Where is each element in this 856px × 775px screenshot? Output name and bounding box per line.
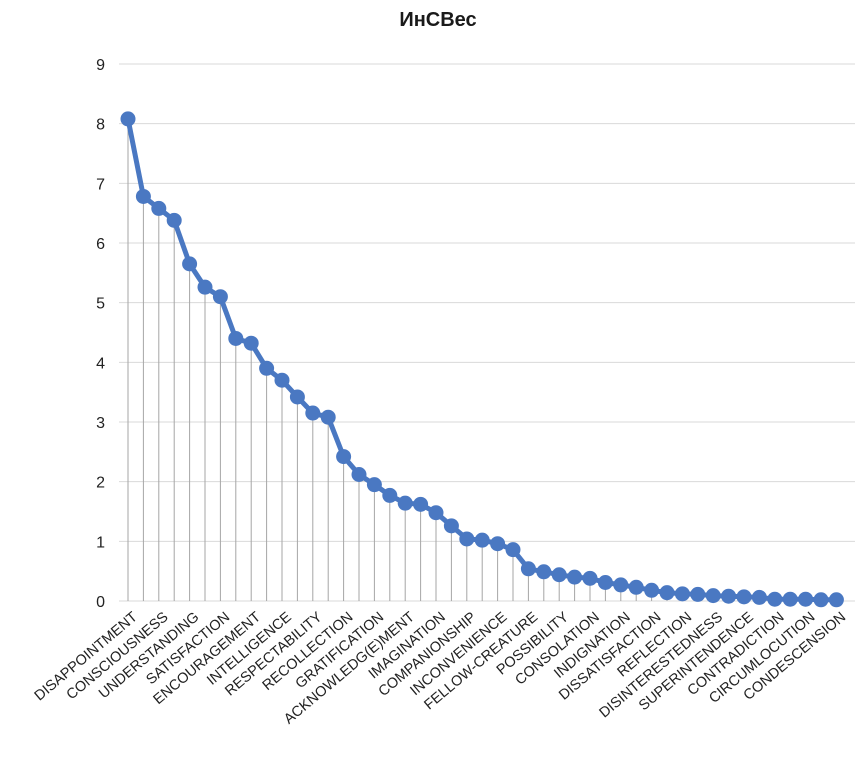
data-point — [135, 188, 151, 204]
data-point — [597, 575, 613, 591]
y-tick-label: 9 — [96, 57, 105, 74]
data-point — [582, 570, 598, 586]
data-point — [674, 586, 690, 602]
data-point — [490, 536, 506, 552]
series-line — [125, 116, 839, 603]
data-point — [567, 569, 583, 585]
y-tick-label: 4 — [96, 355, 105, 372]
y-tick-label: 3 — [96, 415, 105, 432]
data-point — [659, 585, 675, 601]
data-point — [289, 389, 305, 405]
data-point — [151, 200, 167, 216]
data-point — [413, 496, 429, 512]
data-point — [721, 588, 737, 604]
data-point — [613, 577, 629, 593]
data-point — [320, 409, 336, 425]
data-point — [120, 111, 136, 127]
y-tick-label: 2 — [96, 475, 105, 492]
data-point — [197, 279, 213, 295]
y-tick-label: 8 — [96, 117, 105, 134]
data-point — [397, 495, 413, 511]
data-point — [551, 567, 567, 583]
data-point — [520, 561, 536, 577]
data-point — [243, 335, 259, 351]
data-point — [505, 542, 521, 558]
data-point — [366, 477, 382, 493]
data-point — [474, 532, 490, 548]
y-axis-ticks: 0 1 2 3 4 5 6 7 8 9 — [96, 57, 105, 611]
data-point — [705, 588, 721, 604]
data-point — [336, 449, 352, 465]
x-axis-ticks: DISAPPOINTMENTCONSCIOUSNESSUNDERSTANDING… — [32, 609, 849, 728]
data-point — [274, 372, 290, 388]
data-point — [828, 592, 844, 608]
data-point — [428, 505, 444, 521]
data-point — [736, 589, 752, 605]
data-point — [536, 564, 552, 580]
data-point — [628, 579, 644, 595]
y-tick-label: 7 — [96, 176, 105, 193]
data-point — [182, 256, 198, 272]
data-point — [212, 289, 228, 305]
data-point — [690, 586, 706, 602]
data-points — [120, 111, 844, 608]
data-point — [259, 360, 275, 376]
data-point — [813, 592, 829, 608]
data-point — [228, 330, 244, 346]
data-point — [644, 582, 660, 598]
data-point — [751, 589, 767, 605]
data-point — [798, 591, 814, 607]
y-tick-label: 1 — [96, 534, 105, 551]
gridlines — [119, 63, 855, 602]
data-point — [443, 518, 459, 534]
data-point — [351, 467, 367, 483]
y-tick-label: 6 — [96, 236, 105, 253]
y-tick-label: 5 — [96, 296, 105, 313]
drop-lines — [127, 118, 837, 601]
data-point — [305, 405, 321, 421]
data-point — [459, 531, 475, 547]
data-point — [166, 212, 182, 228]
y-tick-label: 0 — [96, 594, 105, 611]
data-point — [382, 487, 398, 503]
chart-title: ИнСВес — [399, 9, 476, 31]
data-point — [782, 591, 798, 607]
data-point — [767, 591, 783, 607]
